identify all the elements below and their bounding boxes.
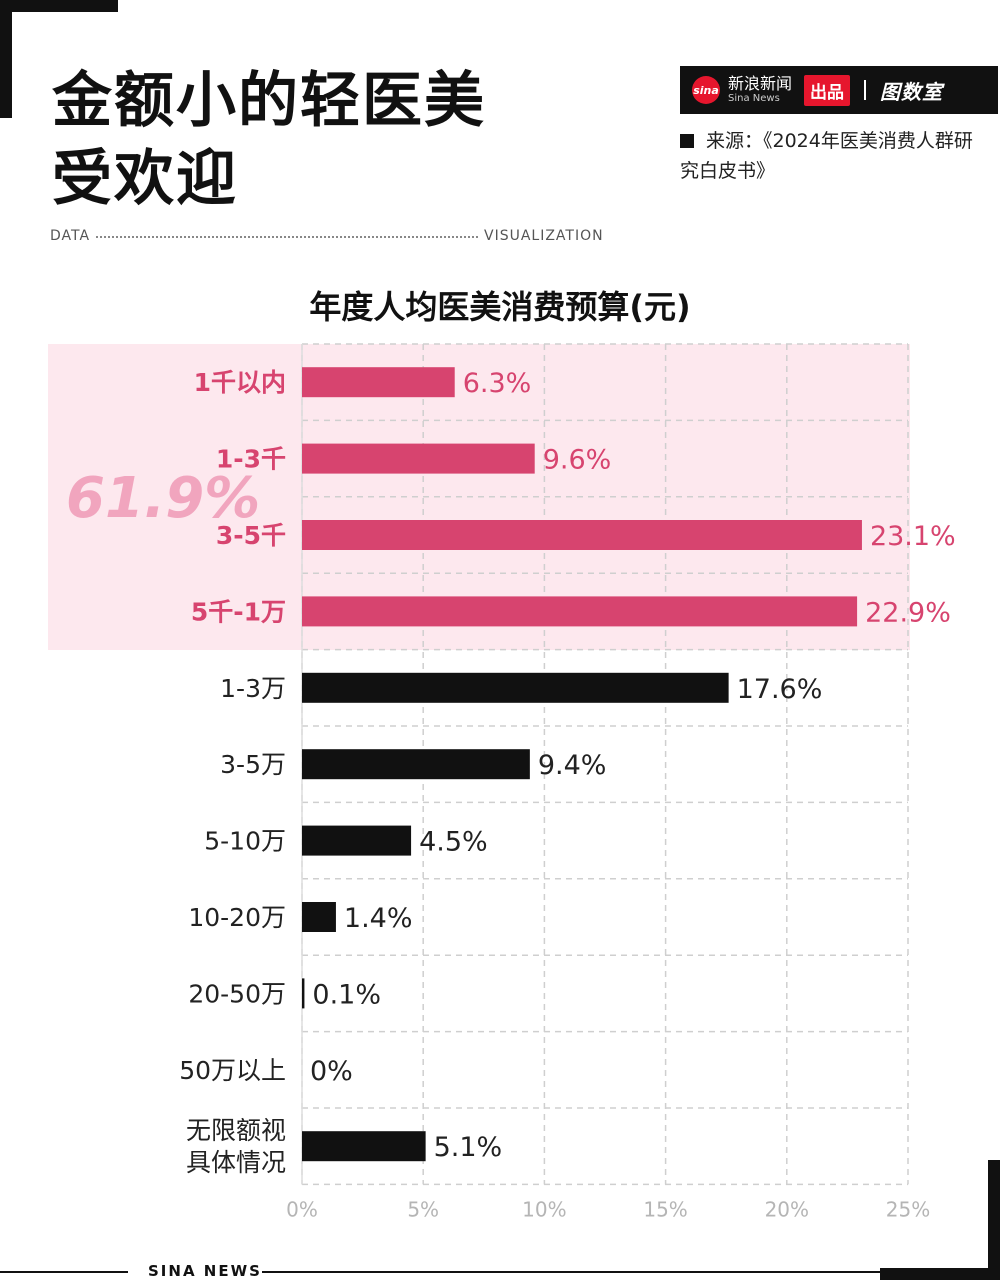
bar xyxy=(302,520,862,550)
x-tick-label: 10% xyxy=(522,1197,566,1221)
category-label: 1-3千 xyxy=(216,445,286,474)
corner-bottom-right-vertical xyxy=(988,1160,1000,1280)
bar xyxy=(302,367,455,398)
bar-chart: 0% 5% 10% 15% 20% 25% 6.3% 1千以内 9.6% 1-3千 23.1% 3-5… xyxy=(179,343,956,1221)
category-label: 3-5千 xyxy=(216,521,286,550)
footer-line-right xyxy=(262,1271,882,1273)
category-label: 5-10万 xyxy=(204,827,286,856)
value-label: 22.9% xyxy=(865,597,951,628)
sina-logo-icon: sina xyxy=(692,76,720,104)
bar xyxy=(302,443,535,474)
category-label: 50万以上 xyxy=(179,1056,286,1085)
value-label: 9.4% xyxy=(538,750,607,781)
highlight-total: 61.9% xyxy=(66,466,261,531)
source-note: 来源：《2024年医美消费人群研究白皮书》 xyxy=(680,126,980,186)
x-tick-label: 15% xyxy=(643,1197,687,1221)
corner-top-left-horizontal xyxy=(0,0,118,12)
corner-bottom-right-horizontal xyxy=(880,1268,1000,1280)
brand-badge: 出品 xyxy=(804,74,851,106)
brand-bar: sina 新浪新闻 Sina News 出品 图数室 xyxy=(680,66,998,114)
corner-top-left-vertical xyxy=(0,0,12,118)
brand-name-cn: 新浪新闻 xyxy=(728,74,793,93)
category-label: 无限额视 xyxy=(186,1116,286,1145)
bar xyxy=(302,1131,426,1162)
x-tick-label: 5% xyxy=(407,1197,439,1221)
value-label: 0.1% xyxy=(312,979,381,1010)
value-label: 1.4% xyxy=(344,903,413,934)
brand-name-en: Sina News xyxy=(728,93,780,104)
value-label: 17.6% xyxy=(737,674,823,705)
brand-separator xyxy=(864,80,867,100)
value-label: 9.6% xyxy=(543,445,612,476)
source-text: 来源：《2024年医美消费人群研究白皮书》 xyxy=(680,130,973,182)
dotted-divider xyxy=(96,236,478,238)
x-tick-label: 20% xyxy=(765,1197,809,1221)
bar xyxy=(302,672,729,703)
value-label: 6.3% xyxy=(463,368,532,399)
data-label: DATA xyxy=(50,228,91,244)
bar xyxy=(302,978,305,1009)
x-tick-label: 0% xyxy=(286,1197,318,1221)
value-label: 5.1% xyxy=(434,1132,503,1163)
category-label: 3-5万 xyxy=(220,750,286,779)
x-tick-label: 25% xyxy=(886,1197,930,1221)
brand-name: 新浪新闻 Sina News xyxy=(728,75,792,105)
category-label: 5千-1万 xyxy=(191,597,286,626)
source-square-icon xyxy=(680,134,694,148)
footer-text: SINA NEWS xyxy=(148,1262,262,1280)
bar xyxy=(302,825,412,856)
category-label: 20-50万 xyxy=(188,979,286,1008)
bar xyxy=(302,902,336,932)
title-line-2: 受欢迎 xyxy=(52,144,238,214)
bar xyxy=(302,749,530,780)
footer-line-left xyxy=(0,1271,128,1273)
category-label: 10-20万 xyxy=(188,903,286,932)
bar xyxy=(302,596,858,627)
value-label: 23.1% xyxy=(870,521,956,552)
page-title: 金额小的轻医美 受欢迎 xyxy=(52,62,486,218)
value-label: 0% xyxy=(310,1056,353,1087)
value-label: 4.5% xyxy=(419,827,488,858)
category-label: 1千以内 xyxy=(194,368,286,397)
title-line-1: 金额小的轻医美 xyxy=(52,66,486,136)
chart-title: 年度人均医美消费预算(元) xyxy=(309,288,691,326)
category-label: 具体情况 xyxy=(186,1148,286,1177)
visualization-label: VISUALIZATION xyxy=(484,228,604,244)
partner-logo: 图数室 xyxy=(880,79,944,104)
category-label: 1-3万 xyxy=(220,674,286,703)
